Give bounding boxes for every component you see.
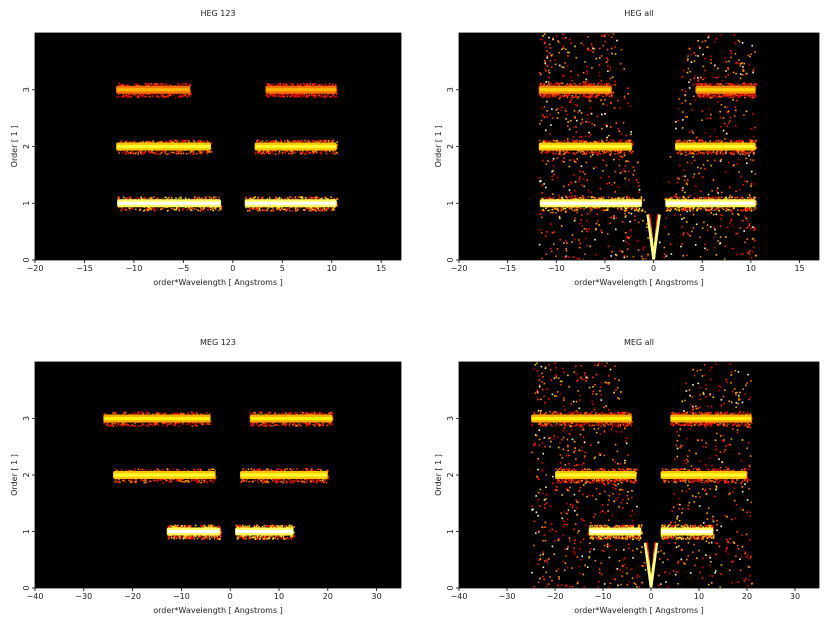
y-axis-label: Order [ 1 ] [10, 126, 19, 168]
order-2-band-minus [555, 468, 638, 484]
x-tick-label: −15 [76, 264, 93, 273]
x-tick-label: −10 [173, 592, 190, 601]
y-axis-label: Order [ 1 ] [434, 126, 443, 168]
y-tick-label: 2 [446, 472, 455, 477]
y-tick-label: 3 [446, 416, 455, 421]
x-tick-label: 15 [794, 264, 804, 273]
y-tick-label: 1 [446, 529, 455, 534]
order-3-band-plus [249, 411, 334, 427]
x-tick-label: 30 [372, 592, 382, 601]
x-tick-label: 10 [327, 264, 337, 273]
order-3-band-minus [531, 411, 634, 427]
x-tick-label: 30 [790, 592, 800, 601]
x-tick-label: 0 [648, 592, 653, 601]
chart-title: MEG 123 [200, 338, 236, 347]
chart-panel-2: −20 −15 −10 −5 0 5 10 15 0 1 2 3 HEG all order*Wavele… [434, 9, 820, 287]
y-tick-label: 3 [22, 87, 31, 92]
order-1-band-plus [665, 196, 758, 212]
x-tick-label: 0 [230, 264, 235, 273]
y-tick-label: 1 [22, 529, 31, 534]
order-2-band-minus [116, 139, 213, 155]
plot-area [35, 362, 401, 588]
plot-area [35, 33, 401, 260]
heatmap-image [103, 411, 334, 540]
chart-title: HEG 123 [200, 9, 235, 18]
y-tick-label: 3 [446, 87, 455, 92]
x-tick-label: 10 [746, 264, 756, 273]
order-1-band-minus [539, 196, 644, 212]
x-tick-label: 20 [323, 592, 333, 601]
y-tick-label: 3 [22, 416, 31, 421]
y-axis-label: Order [ 1 ] [10, 454, 19, 496]
x-tick-label: −5 [599, 264, 611, 273]
x-tick-label: 15 [376, 264, 386, 273]
order-3-band-minus [538, 82, 613, 99]
x-tick-label: 10 [694, 592, 704, 601]
order-1-band-minus [588, 524, 643, 540]
y-tick-label: 2 [446, 144, 455, 149]
x-axis-label: order*Wavelength [ Angstroms ] [574, 606, 704, 615]
x-tick-label: −40 [451, 592, 468, 601]
x-tick-label: −30 [499, 592, 516, 601]
chart-title: HEG all [624, 9, 653, 18]
y-tick-label: 1 [446, 201, 455, 206]
x-tick-label: 20 [742, 592, 752, 601]
x-tick-label: 10 [274, 592, 284, 601]
order-3-band-minus [103, 411, 212, 427]
chart-title: MEG all [624, 338, 654, 347]
order-1-band-minus [166, 524, 222, 540]
plot-area [459, 33, 819, 260]
zeroth-order-streak [646, 213, 661, 260]
y-tick-label: 0 [22, 585, 31, 590]
chart-panel-4: −40 −30 −20 −10 0 10 20 30 0 1 2 3 MEG all order*Wave… [434, 338, 820, 615]
x-tick-label: 5 [700, 264, 705, 273]
order-3-band-minus [116, 82, 192, 99]
order-1-band-minus [117, 196, 223, 212]
order-2-band-plus [675, 139, 758, 155]
y-tick-label: 0 [446, 585, 455, 590]
order-2-band-minus [113, 468, 217, 484]
y-tick-label: 0 [22, 257, 31, 262]
y-tick-label: 1 [22, 201, 31, 206]
y-tick-label: 2 [22, 144, 31, 149]
order-3-band-plus [265, 82, 338, 99]
y-tick-label: 2 [22, 472, 31, 477]
heatmap-image [531, 362, 753, 588]
y-tick-label: 0 [446, 257, 455, 262]
y-axis-label: Order [ 1 ] [434, 454, 443, 496]
x-tick-label: −30 [75, 592, 92, 601]
order-2-band-plus [254, 139, 339, 155]
x-axis-label: order*Wavelength [ Angstroms ] [574, 278, 704, 287]
plot-area [459, 362, 819, 588]
x-tick-label: −5 [177, 264, 189, 273]
x-tick-label: −40 [27, 592, 44, 601]
x-tick-label: −20 [547, 592, 564, 601]
x-tick-label: −20 [451, 264, 468, 273]
x-tick-label: −15 [499, 264, 516, 273]
x-tick-label: −20 [27, 264, 44, 273]
x-axis-label: order*Wavelength [ Angstroms ] [153, 606, 283, 615]
x-tick-label: −10 [125, 264, 142, 273]
chart-panel-3: −40 −30 −20 −10 0 10 20 30 0 1 2 3 MEG 123 order*Wave… [10, 338, 402, 615]
x-tick-label: −10 [548, 264, 565, 273]
x-tick-label: 5 [280, 264, 285, 273]
order-2-band-plus [660, 468, 749, 484]
x-tick-label: 0 [651, 264, 656, 273]
x-tick-label: 0 [228, 592, 233, 601]
order-1-band-plus [235, 524, 295, 540]
heatmap-image [538, 33, 758, 260]
order-3-band-plus [695, 82, 758, 99]
heatmap-image [116, 82, 339, 212]
order-3-band-plus [670, 411, 753, 427]
x-tick-label: −10 [595, 592, 612, 601]
x-tick-label: −20 [124, 592, 141, 601]
zeroth-order-streak [643, 542, 659, 588]
x-axis-label: order*Wavelength [ Angstroms ] [153, 278, 283, 287]
order-1-band-plus [660, 524, 715, 540]
order-2-band-minus [538, 139, 634, 155]
order-1-band-plus [244, 196, 339, 212]
chart-panel-1: −20 −15 −10 −5 0 5 10 15 0 1 2 3 HEG 123 order*Wavele… [10, 9, 402, 287]
order-2-band-plus [239, 468, 330, 484]
